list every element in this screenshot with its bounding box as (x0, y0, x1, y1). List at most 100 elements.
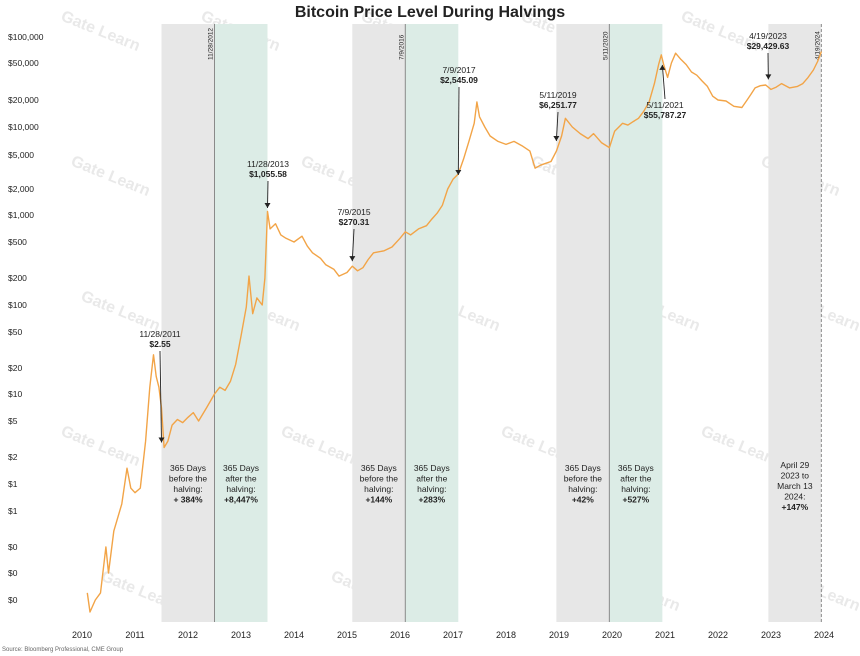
annotation-date: 11/28/2011 (139, 329, 181, 339)
band-text: 2024: (784, 492, 805, 502)
after-halving-band (405, 24, 459, 622)
halving-date-label: 11/28/2012 (208, 28, 215, 60)
before-halving-band (352, 24, 406, 622)
band-change-value: +283% (418, 495, 445, 505)
x-tick-label: 2014 (284, 630, 304, 640)
band-text: before the (360, 474, 399, 484)
x-tick-label: 2020 (602, 630, 622, 640)
annotation-price: $270.31 (339, 217, 370, 227)
y-tick-label: $10 (8, 389, 22, 399)
y-tick-label: $1 (8, 479, 18, 489)
x-tick-label: 2017 (443, 630, 463, 640)
watermark-text: Gate Learn (279, 423, 363, 470)
band-text: halving: (226, 484, 255, 494)
y-tick-label: $10,000 (8, 122, 39, 132)
band-text: 365 Days (170, 463, 206, 473)
y-axis-ticks: $100,000 $50,000 $20,000 $10,000 $5,000 $2,00… (8, 32, 44, 605)
band-text: 365 Days (361, 463, 397, 473)
y-tick-label: $500 (8, 237, 27, 247)
before-halving-band (556, 24, 610, 622)
annotation-price: $29,429.63 (747, 41, 790, 51)
band-text: 2023 to (781, 471, 810, 481)
band-text: March 13 (777, 481, 813, 491)
y-tick-label: $0 (8, 595, 18, 605)
annotation-arrowhead (553, 135, 560, 141)
y-tick-label: $200 (8, 273, 27, 283)
y-tick-label: $100,000 (8, 32, 44, 42)
annotation-date: 7/9/2015 (337, 207, 370, 217)
x-tick-label: 2012 (178, 630, 198, 640)
annotation-date: 4/19/2023 (749, 31, 787, 41)
watermark-text: Gate Learn (59, 8, 143, 55)
x-tick-label: 2021 (655, 630, 675, 640)
watermark-text: Gate Learn (69, 153, 153, 200)
y-tick-label: $20,000 (8, 95, 39, 105)
band-text: halving: (417, 484, 446, 494)
x-tick-label: 2024 (814, 630, 834, 640)
before-halving-band (768, 24, 822, 622)
y-tick-label: $100 (8, 300, 27, 310)
annotation-arrowhead (765, 74, 772, 80)
band-change-value: +144% (365, 495, 392, 505)
bitcoin-price-line (86, 51, 823, 613)
y-tick-label: $2,000 (8, 184, 34, 194)
band-change-value: +42% (572, 495, 594, 505)
band-text: after the (416, 474, 447, 484)
after-halving-band (609, 24, 663, 622)
x-tick-label: 2019 (549, 630, 569, 640)
x-axis-ticks: 2010 2011 2012 2013 2014 2015 2016 2017 2018 2019… (72, 630, 834, 640)
annotation-arrowhead (158, 437, 165, 443)
halving-date-label: 5/11/2020 (602, 31, 609, 60)
halving-lines: 11/28/2012 7/9/2016 5/11/2020 4/19/2024 (208, 24, 822, 622)
x-tick-label: 2018 (496, 630, 516, 640)
annotation-price: $55,787.27 (644, 110, 687, 120)
band-change-value: +8,447% (224, 495, 258, 505)
y-tick-label: $50,000 (8, 58, 39, 68)
y-tick-label: $5,000 (8, 150, 34, 160)
band-text: halving: (568, 484, 597, 494)
annotation-arrowhead (349, 256, 356, 262)
annotation-arrowhead (659, 64, 666, 70)
y-tick-label: $1 (8, 506, 18, 516)
band-text: after the (225, 474, 256, 484)
band-text: 365 Days (618, 463, 654, 473)
annotation-price: $2.55 (149, 339, 171, 349)
y-tick-label: $0 (8, 568, 18, 578)
x-tick-label: 2022 (708, 630, 728, 640)
x-tick-label: 2016 (390, 630, 410, 640)
annotation-arrow (661, 64, 666, 100)
x-tick-label: 2013 (231, 630, 251, 640)
x-tick-label: 2015 (337, 630, 357, 640)
annotation-arrow (159, 350, 162, 443)
band-change-value: +147% (781, 502, 808, 512)
band-text: April 29 (780, 460, 809, 470)
band-text: 365 Days (414, 463, 450, 473)
x-tick-label: 2011 (125, 630, 144, 640)
watermark-text: Gate Learn (59, 423, 143, 470)
band-text: halving: (621, 484, 650, 494)
chart-title: Bitcoin Price Level During Halvings (295, 4, 565, 21)
annotation-arrow (351, 228, 355, 262)
halving-date-label: 4/19/2024 (814, 31, 821, 60)
annotation-date: 7/9/2017 (442, 65, 475, 75)
band-text: before the (169, 474, 208, 484)
annotation-arrowhead (455, 170, 462, 176)
y-tick-label: $1,000 (8, 210, 34, 220)
annotation-price: $1,055.58 (249, 169, 287, 179)
x-tick-label: 2010 (72, 630, 92, 640)
y-tick-label: $20 (8, 363, 22, 373)
annotation-price: $6,251.77 (539, 100, 577, 110)
annotation-date: 5/11/2021 (646, 100, 683, 110)
band-text: before the (564, 474, 603, 484)
annotation-arrowhead (264, 202, 271, 208)
watermark-text: Gate Learn (79, 288, 163, 335)
annotation-date: 5/11/2019 (539, 90, 576, 100)
annotation-price: $2,545.09 (440, 75, 478, 85)
band-text: 365 Days (565, 463, 601, 473)
annotation-date: 11/28/2013 (247, 159, 289, 169)
y-tick-label: $2 (8, 452, 18, 462)
annotation-arrow (457, 86, 460, 176)
price-line-layer (86, 51, 823, 613)
band-text: halving: (173, 484, 202, 494)
